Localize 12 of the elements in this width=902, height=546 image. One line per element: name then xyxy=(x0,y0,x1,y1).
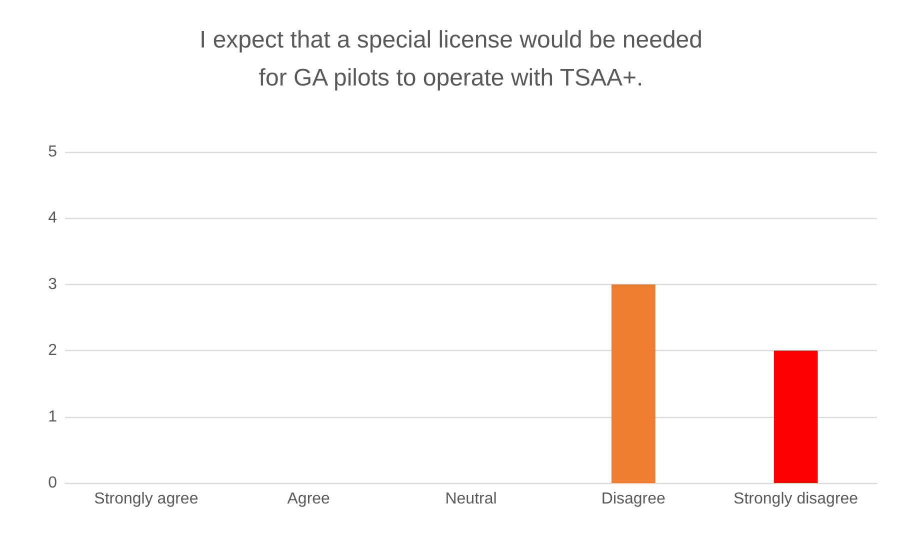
y-tick-label: 2 xyxy=(48,342,58,360)
x-tick-label: Strongly disagree xyxy=(734,490,858,508)
y-tick-label: 1 xyxy=(48,408,58,426)
y-tick-label: 0 xyxy=(48,474,58,492)
chart-title: I expect that a special license would be needed for GA pilots to operate with TSAA+. xyxy=(199,26,703,92)
x-tick-label: Agree xyxy=(287,490,330,508)
y-tick-label: 3 xyxy=(48,276,58,293)
y-tick-label: 4 xyxy=(48,210,58,227)
x-tick-label: Strongly agree xyxy=(94,490,198,508)
x-tick-label: Neutral xyxy=(445,490,497,508)
x-tick-label: Disagree xyxy=(601,490,666,508)
y-tick-label: 5 xyxy=(48,144,58,160)
